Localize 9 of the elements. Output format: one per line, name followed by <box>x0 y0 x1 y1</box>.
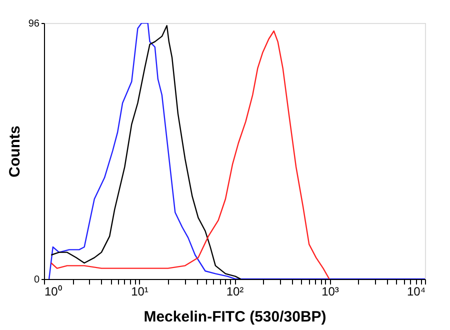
x-tick-label: 10¹ <box>131 284 148 298</box>
y-axis-title: Counts <box>6 126 24 178</box>
x-tick-label: 10⁴ <box>406 284 426 298</box>
y-tick-label: 0 <box>34 274 40 286</box>
x-tick-label: 10² <box>226 284 244 298</box>
x-tick-label: 10⁰ <box>44 284 62 298</box>
y-tick-label: 96 <box>28 18 40 30</box>
x-tick-label: 10³ <box>322 284 339 298</box>
x-axis-title: Meckelin-FITC (530/30BP) <box>144 308 326 326</box>
